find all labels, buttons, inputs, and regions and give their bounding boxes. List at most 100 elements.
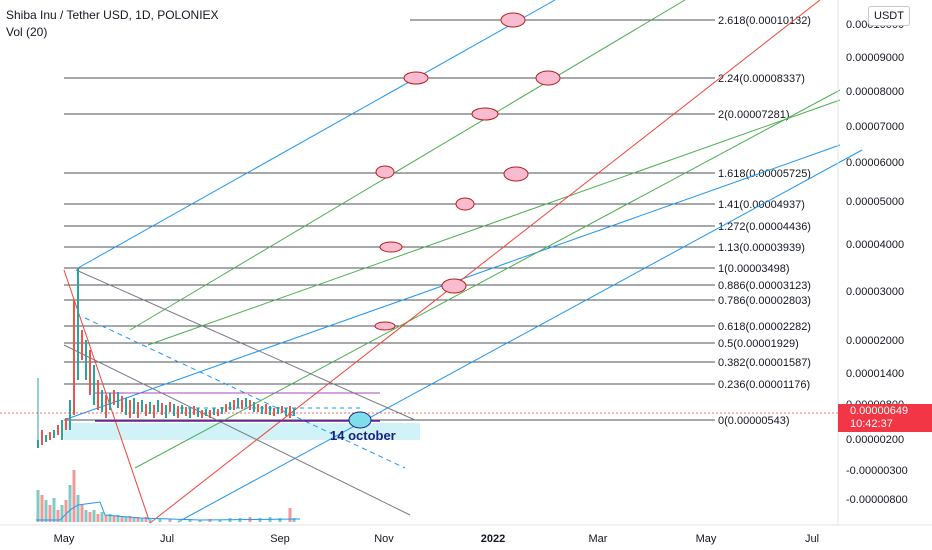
volume-bar [158,519,162,522]
time-axis-tick: Mar [589,533,608,545]
annotation-14-october: 14 october [330,428,396,443]
volume-bar [116,515,120,522]
target-ellipse [403,71,429,85]
volume-bar [80,505,84,522]
volume-bar [288,508,292,522]
channel-line [77,0,556,269]
volume-bar [292,518,296,522]
fib-level-label: 1.618(0.00005725) [718,168,811,180]
target-ellipse [441,278,467,294]
time-axis-tick: Jul [805,533,819,545]
target-ellipse [535,70,561,86]
fib-level-label: 2.618(0.00010132) [718,15,811,27]
price-axis-tick: 0.00007000 [846,121,904,133]
volume-bar [188,519,192,522]
target-ellipse [455,197,475,211]
volume-bar [168,519,172,522]
volume-bar [84,510,88,522]
price-axis-tick: 0.00002000 [846,335,904,347]
volume-bar [100,512,104,522]
target-ellipse [379,241,403,253]
fib-level-label: 1.13(0.00003939) [718,242,805,254]
channel-line [147,99,841,346]
volume-bar [88,512,92,522]
target-ellipse [374,321,396,331]
volume-bar [136,517,140,522]
volume-bar [44,500,48,522]
channel-line [134,89,841,469]
price-axis-tick: 0.00008000 [846,86,904,98]
time-axis-tick: Nov [374,533,394,545]
support-zone [64,423,420,440]
time-axis-tick: 2022 [481,533,505,545]
volume-bar [56,510,60,522]
time-axis-tick: Jul [160,533,174,545]
volume-bar [140,518,144,522]
fib-level-label: 1.272(0.00004436) [718,221,811,233]
time-axis-tick: May [696,533,717,545]
volume-bar [112,516,116,522]
fib-level-label: 0.618(0.00002282) [718,321,811,333]
volume-bar [208,519,212,522]
volume-bar [108,514,112,522]
volume-bar [144,517,148,522]
volume-bar [96,514,100,522]
countdown-timer: 10:42:37 [850,418,893,430]
fib-level-label: 0(0.00000543) [718,415,790,427]
time-axis-tick: May [54,533,75,545]
target-ellipse-current [348,411,372,429]
volume-bar [104,515,108,522]
target-ellipse [500,12,526,28]
price-axis-tick: 0.00005000 [846,196,904,208]
volume-ma-line [36,501,301,521]
volume-bar [120,516,124,522]
volume-bar [40,495,44,522]
channel-line [63,344,411,516]
volume-bar [124,517,128,522]
fib-level-label: 2.24(0.00008337) [718,73,805,85]
volume-bar [132,518,136,522]
target-ellipse [375,165,395,179]
volume-bar [76,495,80,522]
volume-bar [198,520,202,522]
fib-level-label: 0.5(0.00001929) [718,338,799,350]
fib-level-label: 0.236(0.00001176) [718,379,810,391]
target-ellipse [471,107,499,121]
fib-level-label: 0.382(0.00001587) [718,357,811,369]
volume-bar [218,520,222,522]
volume-bar [178,520,182,522]
volume-bar [48,505,52,522]
channel-line [75,269,416,421]
target-ellipse [503,166,529,182]
volume-bar [92,510,96,522]
channel-line [129,0,686,331]
chart-symbol-title: Shiba Inu / Tether USD, 1D, POLONIEX [6,8,219,22]
current-price-value: 0.00000649 [850,405,909,417]
fib-level-label: 1(0.00003498) [718,263,790,275]
fib-level-label: 0.786(0.00002803) [718,295,811,307]
fib-level-label: 0.886(0.00003123) [718,280,811,292]
volume-bar [68,485,72,522]
price-axis-tick: -0.00000300 [846,465,908,477]
current-price-badge: 0.00000649 10:42:37 [838,404,932,432]
price-axis-tick: 0.00003000 [846,286,904,298]
dashed-trend-line [84,317,406,469]
volume-bar [258,518,262,522]
channel-line [177,149,863,523]
volume-bar [60,505,64,522]
price-axis-tick: 0.00001400 [846,368,904,380]
volume-indicator-label[interactable]: Vol (20) [6,25,48,39]
volume-bar [36,490,40,522]
volume-bar [72,470,76,522]
price-axis-tick: 0.00000200 [846,434,904,446]
volume-bar [52,498,56,522]
price-axis-tick: 0.00009000 [846,52,904,64]
fib-level-label: 2(0.00007281) [718,109,790,121]
currency-button[interactable]: USDT [868,6,910,26]
price-axis-tick: 0.00004000 [846,239,904,251]
price-axis-tick: -0.00000800 [846,494,908,506]
volume-bar [278,518,282,522]
price-axis-tick: 0.00006000 [846,157,904,169]
